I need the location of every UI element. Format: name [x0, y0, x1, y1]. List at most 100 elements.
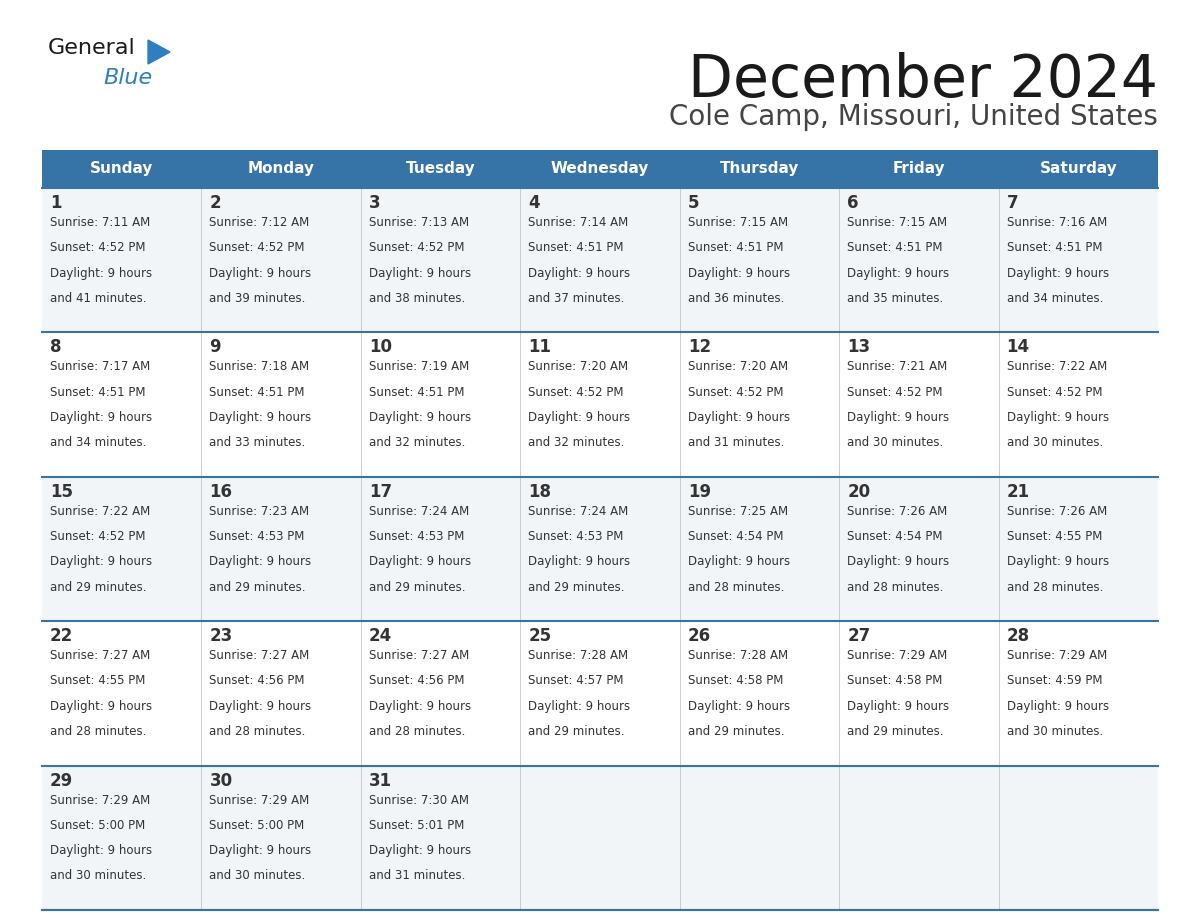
Text: General: General [48, 38, 135, 58]
Text: Sunset: 4:55 PM: Sunset: 4:55 PM [50, 675, 145, 688]
Text: Sunset: 4:52 PM: Sunset: 4:52 PM [209, 241, 305, 254]
Text: Sunrise: 7:25 AM: Sunrise: 7:25 AM [688, 505, 788, 518]
Text: Sunset: 5:00 PM: Sunset: 5:00 PM [209, 819, 304, 832]
Text: and 41 minutes.: and 41 minutes. [50, 292, 146, 305]
Text: and 28 minutes.: and 28 minutes. [1006, 580, 1102, 594]
Bar [680, 150, 839, 188]
Text: and 29 minutes.: and 29 minutes. [847, 725, 943, 738]
Text: Daylight: 9 hours: Daylight: 9 hours [847, 555, 949, 568]
Text: Sunrise: 7:19 AM: Sunrise: 7:19 AM [368, 361, 469, 374]
Text: Sunrise: 7:24 AM: Sunrise: 7:24 AM [368, 505, 469, 518]
Text: and 32 minutes.: and 32 minutes. [368, 436, 466, 449]
Text: Sunset: 4:51 PM: Sunset: 4:51 PM [368, 386, 465, 398]
Text: Sunrise: 7:15 AM: Sunrise: 7:15 AM [847, 216, 947, 229]
Text: Sunset: 4:57 PM: Sunset: 4:57 PM [529, 675, 624, 688]
Text: and 30 minutes.: and 30 minutes. [1006, 725, 1102, 738]
Text: Sunrise: 7:29 AM: Sunrise: 7:29 AM [50, 793, 150, 807]
Bar [839, 150, 999, 188]
Text: Sunrise: 7:20 AM: Sunrise: 7:20 AM [688, 361, 788, 374]
Text: 22: 22 [50, 627, 74, 645]
Text: Sunset: 4:55 PM: Sunset: 4:55 PM [1006, 530, 1102, 543]
Text: Sunrise: 7:17 AM: Sunrise: 7:17 AM [50, 361, 150, 374]
Text: Sunset: 4:52 PM: Sunset: 4:52 PM [847, 386, 942, 398]
Text: 15: 15 [50, 483, 72, 501]
Text: Sunrise: 7:14 AM: Sunrise: 7:14 AM [529, 216, 628, 229]
Text: 14: 14 [1006, 339, 1030, 356]
Text: and 38 minutes.: and 38 minutes. [368, 292, 466, 305]
Text: Daylight: 9 hours: Daylight: 9 hours [847, 411, 949, 424]
Text: Sunset: 4:52 PM: Sunset: 4:52 PM [50, 530, 145, 543]
Text: Daylight: 9 hours: Daylight: 9 hours [368, 555, 470, 568]
Text: 20: 20 [847, 483, 871, 501]
Text: Daylight: 9 hours: Daylight: 9 hours [847, 266, 949, 280]
Text: Sunrise: 7:24 AM: Sunrise: 7:24 AM [529, 505, 628, 518]
Text: Sunset: 4:51 PM: Sunset: 4:51 PM [50, 386, 145, 398]
Text: Sunset: 4:53 PM: Sunset: 4:53 PM [529, 530, 624, 543]
Text: December 2024: December 2024 [688, 52, 1158, 109]
Text: Sunset: 4:51 PM: Sunset: 4:51 PM [688, 241, 783, 254]
Text: Daylight: 9 hours: Daylight: 9 hours [368, 411, 470, 424]
Text: and 30 minutes.: and 30 minutes. [50, 869, 146, 882]
Text: Wednesday: Wednesday [551, 162, 649, 176]
Bar [42, 188, 1158, 332]
Text: 27: 27 [847, 627, 871, 645]
Text: Daylight: 9 hours: Daylight: 9 hours [1006, 555, 1108, 568]
Text: and 39 minutes.: and 39 minutes. [209, 292, 305, 305]
Text: 24: 24 [368, 627, 392, 645]
Text: Sunset: 4:52 PM: Sunset: 4:52 PM [368, 241, 465, 254]
Text: 8: 8 [50, 339, 62, 356]
Text: Daylight: 9 hours: Daylight: 9 hours [50, 266, 152, 280]
Text: Sunrise: 7:29 AM: Sunrise: 7:29 AM [209, 793, 310, 807]
Text: 23: 23 [209, 627, 233, 645]
Text: and 36 minutes.: and 36 minutes. [688, 292, 784, 305]
Text: Daylight: 9 hours: Daylight: 9 hours [209, 411, 311, 424]
Text: Sunrise: 7:27 AM: Sunrise: 7:27 AM [368, 649, 469, 662]
Text: Sunrise: 7:12 AM: Sunrise: 7:12 AM [209, 216, 310, 229]
Text: Sunrise: 7:13 AM: Sunrise: 7:13 AM [368, 216, 469, 229]
Text: 9: 9 [209, 339, 221, 356]
Text: and 29 minutes.: and 29 minutes. [688, 725, 784, 738]
Text: Sunset: 4:58 PM: Sunset: 4:58 PM [847, 675, 942, 688]
Bar [42, 332, 1158, 476]
Text: Tuesday: Tuesday [405, 162, 475, 176]
Text: Daylight: 9 hours: Daylight: 9 hours [1006, 411, 1108, 424]
Text: Thursday: Thursday [720, 162, 800, 176]
Bar [42, 150, 202, 188]
Bar [202, 150, 361, 188]
Text: 6: 6 [847, 194, 859, 212]
Text: Daylight: 9 hours: Daylight: 9 hours [1006, 700, 1108, 712]
Text: Sunset: 4:56 PM: Sunset: 4:56 PM [368, 675, 465, 688]
Text: and 35 minutes.: and 35 minutes. [847, 292, 943, 305]
Text: and 28 minutes.: and 28 minutes. [847, 580, 943, 594]
Text: and 30 minutes.: and 30 minutes. [1006, 436, 1102, 449]
Text: Monday: Monday [247, 162, 315, 176]
Text: Sunset: 4:51 PM: Sunset: 4:51 PM [1006, 241, 1102, 254]
Text: 3: 3 [368, 194, 380, 212]
Text: and 31 minutes.: and 31 minutes. [368, 869, 466, 882]
Text: Sunrise: 7:22 AM: Sunrise: 7:22 AM [50, 505, 150, 518]
Text: and 34 minutes.: and 34 minutes. [50, 436, 146, 449]
Text: Sunset: 4:52 PM: Sunset: 4:52 PM [50, 241, 145, 254]
Text: and 28 minutes.: and 28 minutes. [50, 725, 146, 738]
Text: Sunday: Sunday [90, 162, 153, 176]
Text: Sunrise: 7:18 AM: Sunrise: 7:18 AM [209, 361, 310, 374]
Text: Sunset: 5:00 PM: Sunset: 5:00 PM [50, 819, 145, 832]
Text: Sunrise: 7:20 AM: Sunrise: 7:20 AM [529, 361, 628, 374]
Text: Saturday: Saturday [1040, 162, 1117, 176]
Text: and 28 minutes.: and 28 minutes. [209, 725, 305, 738]
Text: 4: 4 [529, 194, 539, 212]
Text: and 30 minutes.: and 30 minutes. [847, 436, 943, 449]
Text: 7: 7 [1006, 194, 1018, 212]
Text: 11: 11 [529, 339, 551, 356]
Text: 28: 28 [1006, 627, 1030, 645]
Text: Daylight: 9 hours: Daylight: 9 hours [209, 845, 311, 857]
Text: and 28 minutes.: and 28 minutes. [688, 580, 784, 594]
Text: and 29 minutes.: and 29 minutes. [209, 580, 307, 594]
Text: Daylight: 9 hours: Daylight: 9 hours [688, 411, 790, 424]
Text: Daylight: 9 hours: Daylight: 9 hours [209, 700, 311, 712]
Text: 17: 17 [368, 483, 392, 501]
Text: Sunrise: 7:26 AM: Sunrise: 7:26 AM [847, 505, 947, 518]
Text: Sunset: 4:54 PM: Sunset: 4:54 PM [688, 530, 783, 543]
Bar [361, 150, 520, 188]
Text: Daylight: 9 hours: Daylight: 9 hours [50, 411, 152, 424]
